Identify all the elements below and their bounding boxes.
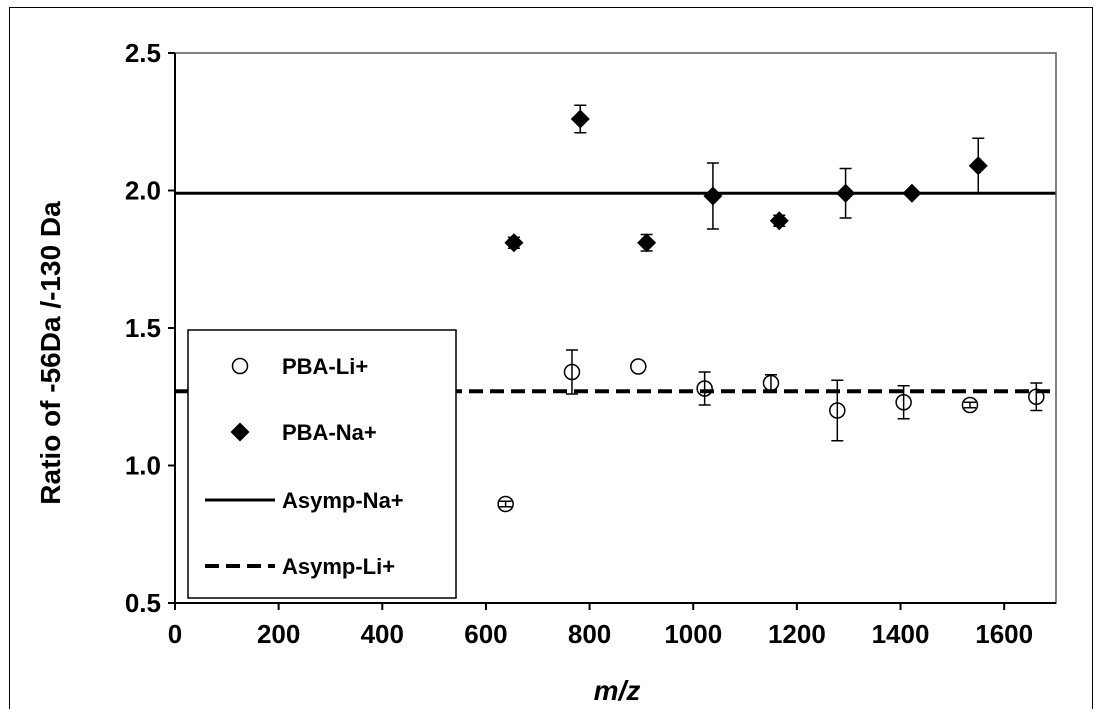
li-point xyxy=(895,394,912,411)
legend-label: PBA-Na+ xyxy=(282,420,377,445)
y-tick-label: 1.5 xyxy=(125,313,161,343)
y-tick-label: 2.0 xyxy=(125,176,161,206)
li-point xyxy=(630,358,647,375)
y-tick-label: 0.5 xyxy=(125,588,161,618)
y-tick-label: 1.0 xyxy=(125,451,161,481)
li-error-bar xyxy=(831,379,844,442)
x-tick-label: 1600 xyxy=(975,619,1033,649)
li-error-bar xyxy=(499,500,512,508)
na-point xyxy=(504,233,524,253)
x-tick-label: 400 xyxy=(361,619,404,649)
x-tick-label: 1400 xyxy=(872,619,930,649)
x-tick-label: 0 xyxy=(168,619,182,649)
x-tick-label: 800 xyxy=(568,619,611,649)
li-error-bar xyxy=(963,401,976,409)
na-point xyxy=(570,109,590,129)
li-error-bar xyxy=(565,349,578,395)
legend-marker-circle xyxy=(231,357,249,375)
legend: PBA-Li+ PBA-Na+ Asymp-Na+ Asymp-Li+ xyxy=(187,329,457,599)
chart-frame xyxy=(9,7,1093,709)
na-point xyxy=(836,183,856,203)
x-axis-title: m/z xyxy=(594,675,641,706)
legend-label: Asymp-Li+ xyxy=(282,554,395,579)
na-point xyxy=(703,186,723,206)
y-tick-label: 2.5 xyxy=(125,38,161,68)
na-point xyxy=(902,183,922,203)
li-error-bar xyxy=(897,385,910,420)
legend-label: Asymp-Na+ xyxy=(282,488,404,513)
x-tick-label: 1200 xyxy=(768,619,826,649)
y-axis-title: Ratio of -56Da /-130 Da xyxy=(35,201,66,505)
axes: 0.5 1.0 1.5 2.0 2.5 0 200 400 600 800 1000 1200 1400… xyxy=(125,38,1057,649)
li-point xyxy=(696,380,713,397)
li-error-bar xyxy=(1030,382,1043,412)
li-point xyxy=(762,374,780,392)
legend-marker-diamond xyxy=(230,422,250,442)
na-point xyxy=(968,156,988,176)
na-point xyxy=(637,233,657,253)
x-tick-label: 600 xyxy=(464,619,507,649)
li-point xyxy=(563,363,581,381)
li-point xyxy=(497,495,514,513)
li-point xyxy=(829,402,846,419)
li-error-bar xyxy=(698,371,711,406)
x-tick-label: 200 xyxy=(257,619,300,649)
plot-area xyxy=(175,104,1056,513)
li-point xyxy=(961,396,979,414)
li-point xyxy=(1028,388,1045,405)
x-tick-label: 1000 xyxy=(664,619,722,649)
legend-box xyxy=(187,329,457,599)
legend-label: PBA-Li+ xyxy=(282,354,368,379)
na-point xyxy=(769,211,789,231)
